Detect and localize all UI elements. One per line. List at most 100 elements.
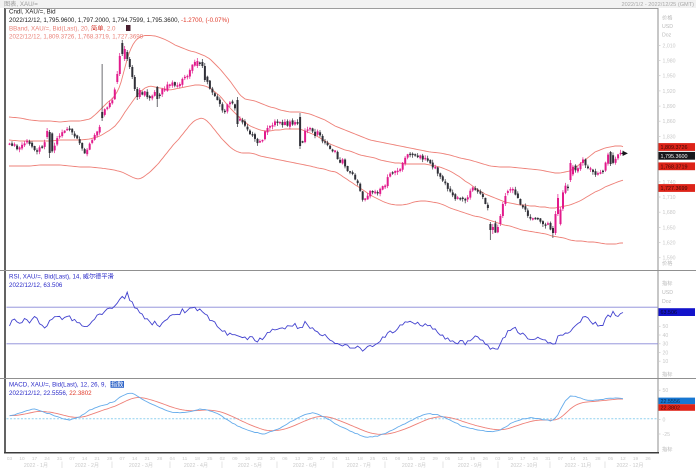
svg-text:23: 23	[257, 456, 263, 462]
svg-text:2022/12/12, 63.506: 2022/12/12, 63.506	[9, 282, 63, 289]
svg-text:30: 30	[663, 342, 669, 348]
svg-text:12: 12	[620, 456, 626, 462]
svg-text:Doz: Doz	[662, 299, 672, 305]
svg-text:1,590: 1,590	[663, 256, 676, 262]
svg-text:19: 19	[470, 456, 476, 462]
svg-text:Cndl, XAU/=, Bid: Cndl, XAU/=, Bid	[9, 9, 56, 16]
svg-text:14: 14	[82, 456, 88, 462]
svg-text:2022/12/12, 1,809.3726, 1,768.: 2022/12/12, 1,809.3726, 1,768.3719, 1,72…	[9, 34, 144, 41]
svg-text:2022 - 8月: 2022 - 8月	[402, 462, 426, 468]
svg-text:15: 15	[407, 456, 413, 462]
svg-text:08: 08	[395, 456, 401, 462]
svg-text:BBand, XAU/=, Bid(Last), 20, 简: BBand, XAU/=, Bid(Last), 20, 简单, 2.0	[9, 24, 116, 32]
svg-text:Doz: Doz	[662, 33, 672, 39]
svg-text:1,768.3719: 1,768.3719	[661, 164, 688, 170]
svg-text:09: 09	[232, 456, 238, 462]
svg-text:03: 03	[495, 456, 501, 462]
svg-text:03: 03	[7, 456, 13, 462]
svg-text:指数: 指数	[111, 381, 124, 389]
svg-text:21: 21	[94, 456, 100, 462]
svg-text:1,830: 1,830	[663, 134, 676, 140]
svg-text:19: 19	[633, 456, 639, 462]
svg-text:2,010: 2,010	[663, 43, 676, 49]
svg-text:14: 14	[570, 456, 576, 462]
svg-text:50: 50	[663, 324, 669, 330]
svg-text:2022/1/2 - 2022/12/25 (GMT): 2022/1/2 - 2022/12/25 (GMT)	[622, 2, 695, 8]
svg-text:USD: USD	[662, 290, 673, 296]
svg-text:07: 07	[69, 456, 75, 462]
svg-text:28: 28	[107, 456, 113, 462]
svg-text:22.5556: 22.5556	[661, 399, 681, 405]
svg-text:2022/12/12, 1,795.9600, 1,797.: 2022/12/12, 1,795.9600, 1,797.2000, 1,79…	[9, 17, 229, 24]
svg-text:1,727.3699: 1,727.3699	[661, 186, 688, 192]
svg-text:2022 - 12月: 2022 - 12月	[616, 462, 643, 468]
svg-text:18: 18	[195, 456, 201, 462]
svg-text:14: 14	[132, 456, 138, 462]
svg-text:05: 05	[608, 456, 614, 462]
svg-text:04: 04	[332, 456, 338, 462]
svg-text:图表, XAU/=: 图表, XAU/=	[4, 0, 38, 8]
svg-text:26: 26	[483, 456, 489, 462]
svg-text:1,710: 1,710	[663, 195, 676, 201]
svg-text:25: 25	[370, 456, 376, 462]
svg-text:2022 - 2月: 2022 - 2月	[75, 462, 99, 468]
svg-text:04: 04	[170, 456, 176, 462]
svg-text:31: 31	[545, 456, 551, 462]
svg-text:10: 10	[663, 359, 669, 365]
svg-text:RSI, XAU/=, Bid(Last), 14, 威尔德: RSI, XAU/=, Bid(Last), 14, 威尔德平滑	[9, 273, 114, 281]
svg-text:40: 40	[663, 333, 669, 339]
svg-text:USD: USD	[662, 24, 673, 30]
svg-text:22.3802: 22.3802	[661, 406, 681, 412]
svg-text:-25: -25	[663, 432, 671, 438]
svg-text:24: 24	[533, 456, 539, 462]
svg-text:28: 28	[157, 456, 163, 462]
svg-text:31: 31	[57, 456, 63, 462]
svg-text:21: 21	[145, 456, 151, 462]
svg-text:1,620: 1,620	[663, 240, 676, 246]
svg-text:16: 16	[245, 456, 251, 462]
svg-text:20: 20	[663, 350, 669, 356]
svg-text:1,650: 1,650	[663, 225, 676, 231]
svg-text:1,740: 1,740	[663, 180, 676, 186]
svg-text:13: 13	[295, 456, 301, 462]
svg-text:18: 18	[357, 456, 363, 462]
svg-text:1,809.3726: 1,809.3726	[661, 145, 688, 151]
svg-text:20: 20	[307, 456, 313, 462]
svg-text:24: 24	[44, 456, 50, 462]
svg-text:2022 - 9月: 2022 - 9月	[458, 462, 482, 468]
svg-text:10: 10	[508, 456, 514, 462]
svg-text:指标: 指标	[662, 370, 672, 378]
svg-text:26: 26	[645, 456, 651, 462]
svg-text:07: 07	[120, 456, 126, 462]
svg-text:21: 21	[583, 456, 589, 462]
svg-text:10: 10	[19, 456, 25, 462]
svg-text:11: 11	[182, 456, 187, 462]
svg-text:2022 - 1月: 2022 - 1月	[24, 462, 48, 468]
svg-text:22: 22	[420, 456, 426, 462]
svg-text:2022 - 6月: 2022 - 6月	[293, 462, 317, 468]
svg-text:30: 30	[270, 456, 276, 462]
svg-text:1,680: 1,680	[663, 210, 676, 216]
svg-text:02: 02	[220, 456, 226, 462]
svg-text:28: 28	[595, 456, 601, 462]
svg-text:指标: 指标	[662, 279, 672, 287]
svg-text:2022 - 10月: 2022 - 10月	[510, 462, 537, 468]
svg-text:17: 17	[520, 456, 526, 462]
svg-text:12: 12	[458, 456, 464, 462]
svg-text:25: 25	[207, 456, 213, 462]
svg-text:MACD, XAU/=, Bid(Last), 12, 26: MACD, XAU/=, Bid(Last), 12, 26, 9,	[9, 382, 106, 389]
svg-text:2022 - 3月: 2022 - 3月	[129, 462, 153, 468]
svg-text:1,890: 1,890	[663, 104, 676, 110]
svg-text:2022 - 7月: 2022 - 7月	[347, 462, 371, 468]
svg-text:价格: 价格	[662, 14, 673, 22]
svg-text:2022/12/12, 22.5556, 22.3802: 2022/12/12, 22.5556, 22.3802	[9, 390, 92, 397]
svg-text:06: 06	[282, 456, 288, 462]
svg-text:1,920: 1,920	[663, 89, 676, 95]
svg-text:1,950: 1,950	[663, 74, 676, 80]
svg-text:2022 - 4月: 2022 - 4月	[184, 462, 208, 468]
svg-text:11: 11	[345, 456, 350, 462]
svg-text:07: 07	[558, 456, 564, 462]
svg-text:1,980: 1,980	[663, 59, 676, 65]
svg-text:价格: 价格	[662, 259, 673, 267]
svg-text:01: 01	[382, 456, 388, 462]
